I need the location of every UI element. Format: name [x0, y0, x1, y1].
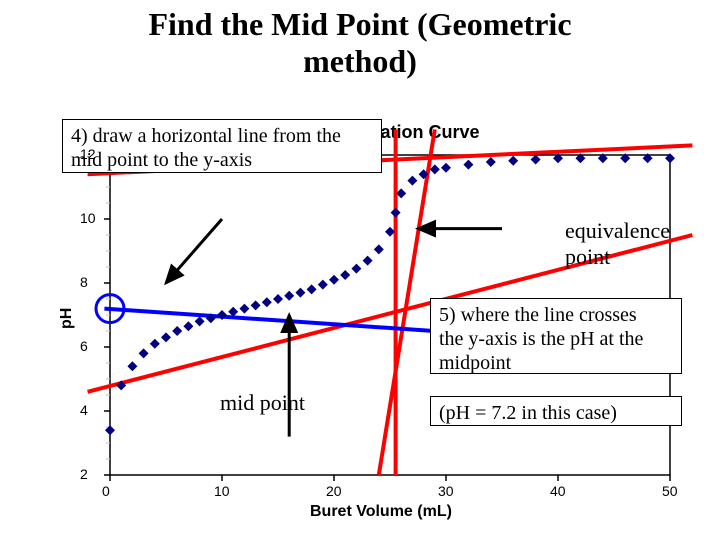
y-tick-label: 8 [80, 274, 88, 290]
annotation-step-4-line-2: mid point to the y-axis [71, 148, 373, 172]
annotation-step-4: 4) draw a horizontal line from the mid p… [62, 119, 382, 173]
annotation-step-5-line-2: the y-axis is the pH at the [439, 327, 673, 351]
annotation-step-5-line-3: midpoint [439, 351, 673, 375]
y-tick-label: 12 [80, 146, 96, 162]
midpoint-label: mid point [220, 390, 305, 416]
y-tick-label: 10 [80, 210, 96, 226]
annotation-step-5: 5) where the line crosses the y-axis is … [430, 298, 682, 374]
equivalence-line-2: point [565, 244, 670, 270]
x-tick-label: 20 [326, 483, 342, 499]
equivalence-point-label: equivalence point [565, 218, 670, 271]
equivalence-line-1: equivalence [565, 218, 670, 244]
y-tick-label: 2 [80, 466, 88, 482]
y-axis-label: pH [58, 308, 76, 329]
y-tick-label: 4 [80, 402, 88, 418]
x-tick-label: 0 [102, 483, 110, 499]
x-tick-label: 40 [550, 483, 566, 499]
annotation-step-4-line-1: 4) draw a horizontal line from the [71, 124, 373, 148]
x-tick-label: 10 [214, 483, 230, 499]
x-tick-label: 50 [662, 483, 678, 499]
y-tick-label: 6 [80, 338, 88, 354]
annotation-ph-value: (pH = 7.2 in this case) [430, 396, 682, 426]
x-tick-label: 30 [438, 483, 454, 499]
annotation-step-5-line-1: 5) where the line crosses [439, 303, 673, 327]
x-axis-label: Buret Volume (mL) [310, 503, 452, 521]
